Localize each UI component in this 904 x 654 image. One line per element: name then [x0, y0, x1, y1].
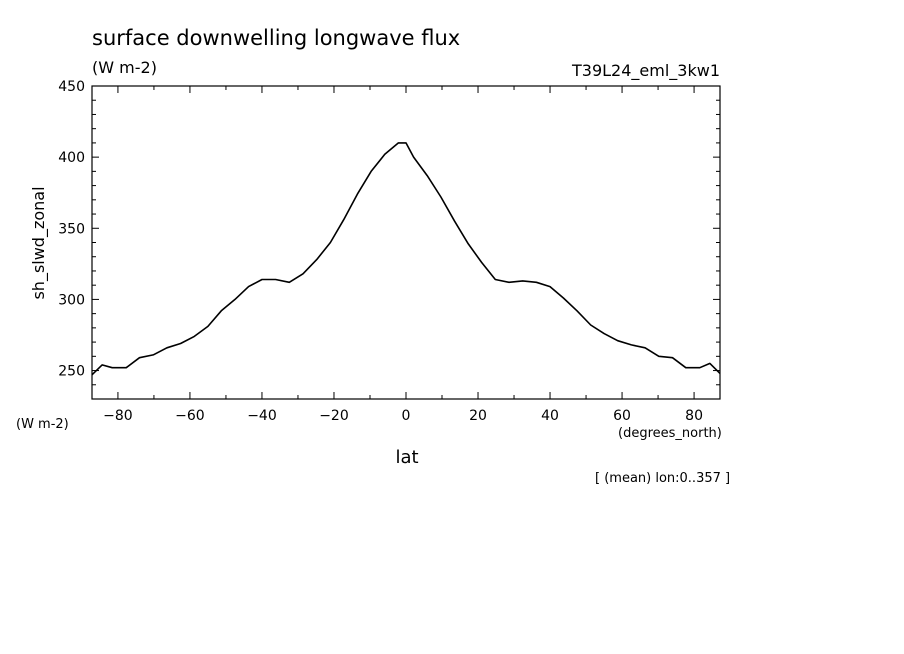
x-tick-label: 60 — [613, 408, 631, 424]
y-tick-label: 350 — [58, 221, 85, 237]
x-units-label: (degrees_north) — [618, 426, 722, 441]
title-units: (W m-2) — [92, 58, 157, 77]
x-tick-label: −60 — [175, 408, 205, 424]
x-tick-label: 80 — [685, 408, 703, 424]
series-layer — [91, 142, 721, 376]
y-axis: 250 300 350 400 450 — [58, 79, 720, 386]
x-tick-label: 40 — [541, 408, 559, 424]
x-tick-label: 0 — [402, 408, 411, 424]
y-units-label: (W m-2) — [16, 417, 69, 432]
x-tick-label: 20 — [469, 408, 487, 424]
series-line-0 — [91, 142, 721, 376]
x-axis: −80 −60 −40 −20 0 20 40 60 80 — [103, 86, 703, 424]
chart-title: surface downwelling longwave flux — [92, 26, 460, 50]
x-tick-label: −80 — [103, 408, 133, 424]
y-tick-label: 400 — [58, 150, 85, 166]
x-axis-label: lat — [395, 447, 418, 468]
y-axis-label: sh_slwd_zonal — [29, 186, 49, 299]
y-tick-label: 300 — [58, 292, 85, 308]
run-label: T39L24_eml_3kw1 — [571, 61, 720, 81]
y-tick-label: 250 — [58, 364, 85, 380]
y-tick-label: 450 — [58, 79, 85, 95]
x-tick-label: −40 — [247, 408, 277, 424]
footnote: [ (mean) lon:0..357 ] — [595, 471, 730, 486]
plot-frame — [91, 85, 721, 400]
x-tick-label: −20 — [319, 408, 349, 424]
